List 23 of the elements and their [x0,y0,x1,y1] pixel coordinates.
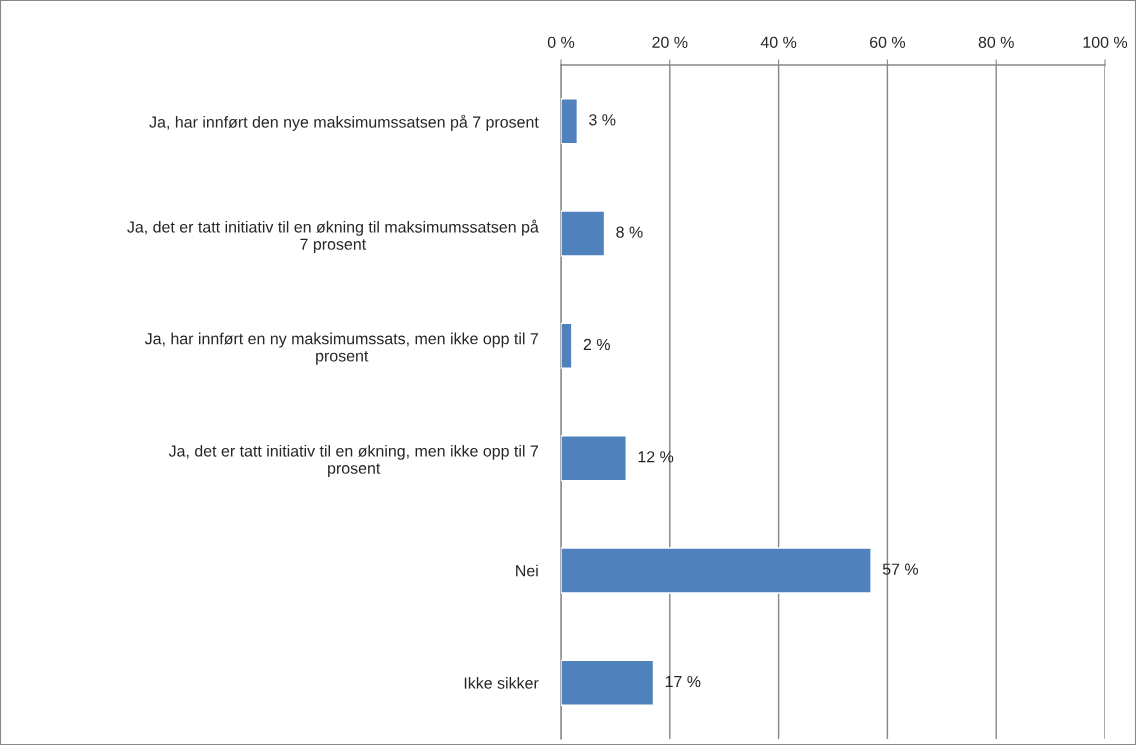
x-tick-label: 100 % [1083,36,1128,48]
y-tick-label: Ja, har innført en ny maksimumssats, men ikke opp til 7 prosent [144,332,538,365]
x-tick-label: 0 % [547,36,575,48]
x-tick-label: 20 % [652,36,688,48]
bar [561,98,579,145]
y-tick-label: Ja, det er tatt initiativ til en økning til maksimumssatsen på 7 prosent [127,219,539,254]
bar [561,322,573,369]
y-tick-label: Ja, har innført den nye maksimumssatsen på 7 prosent [149,114,539,131]
x-tick-label: 60 % [870,36,906,48]
y-tick-label: Ikke sikker [464,677,539,689]
data-label: 8 % [616,226,643,238]
y-tick-label: Nei [516,564,538,577]
data-label: 3 % [589,114,616,126]
data-label: 17 % [665,675,701,688]
bar [561,547,872,594]
x-tick-label: 40 % [760,36,797,48]
bar [561,659,655,706]
bar [561,210,606,257]
x-tick-label: 80 % [978,36,1014,48]
bar [561,435,627,482]
y-tick-label: Ja, det er tatt initiativ til en økning, men ikke opp til 7 prosent [168,444,538,478]
data-label: 2 % [583,338,610,351]
data-label: 12 % [638,451,674,463]
